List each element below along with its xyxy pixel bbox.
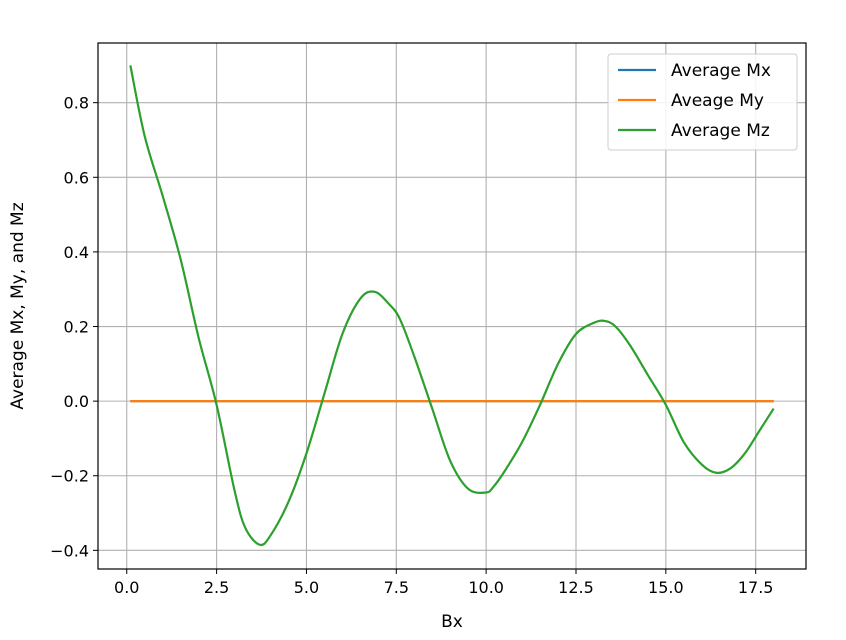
x-axis-label: Bx: [441, 612, 463, 632]
x-tick-label: 0.0: [114, 578, 139, 597]
plot-frame: [97, 42, 807, 570]
y-tick-label: 0.4: [64, 243, 89, 262]
legend-label: Average Mz: [671, 121, 770, 141]
y-tick-label: 0.0: [64, 392, 89, 411]
y-tick-label: 0.6: [64, 168, 89, 187]
x-tick-label: 5.0: [294, 578, 319, 597]
y-tick-label: −0.4: [50, 541, 89, 560]
y-tick-label: 0.2: [64, 318, 89, 337]
x-tick-label: 15.0: [648, 578, 684, 597]
x-tick-label: 17.5: [738, 578, 774, 597]
y-axis-label: Average Mx, My, and Mz: [8, 202, 28, 409]
y-tick-label: −0.2: [50, 467, 89, 486]
legend-label: Aveage My: [671, 91, 764, 111]
x-tick-label: 2.5: [204, 578, 229, 597]
y-tick-label: 0.8: [64, 94, 89, 113]
legend-box: [607, 53, 798, 151]
series-layer: [129, 65, 775, 547]
x-tick-label: 7.5: [384, 578, 409, 597]
x-tick-label: 12.5: [558, 578, 594, 597]
legend: Average Mx Aveage My Average Mz: [607, 53, 798, 151]
legend-label: Average Mx: [671, 61, 771, 81]
series-line-3: [129, 65, 775, 547]
ticks: 0.0 2.5 5.0 7.5 10.0 12.5 15.0 17.5 −0.4 −0.2 0.0 0…: [50, 94, 773, 597]
x-tick-label: 10.0: [468, 578, 504, 597]
